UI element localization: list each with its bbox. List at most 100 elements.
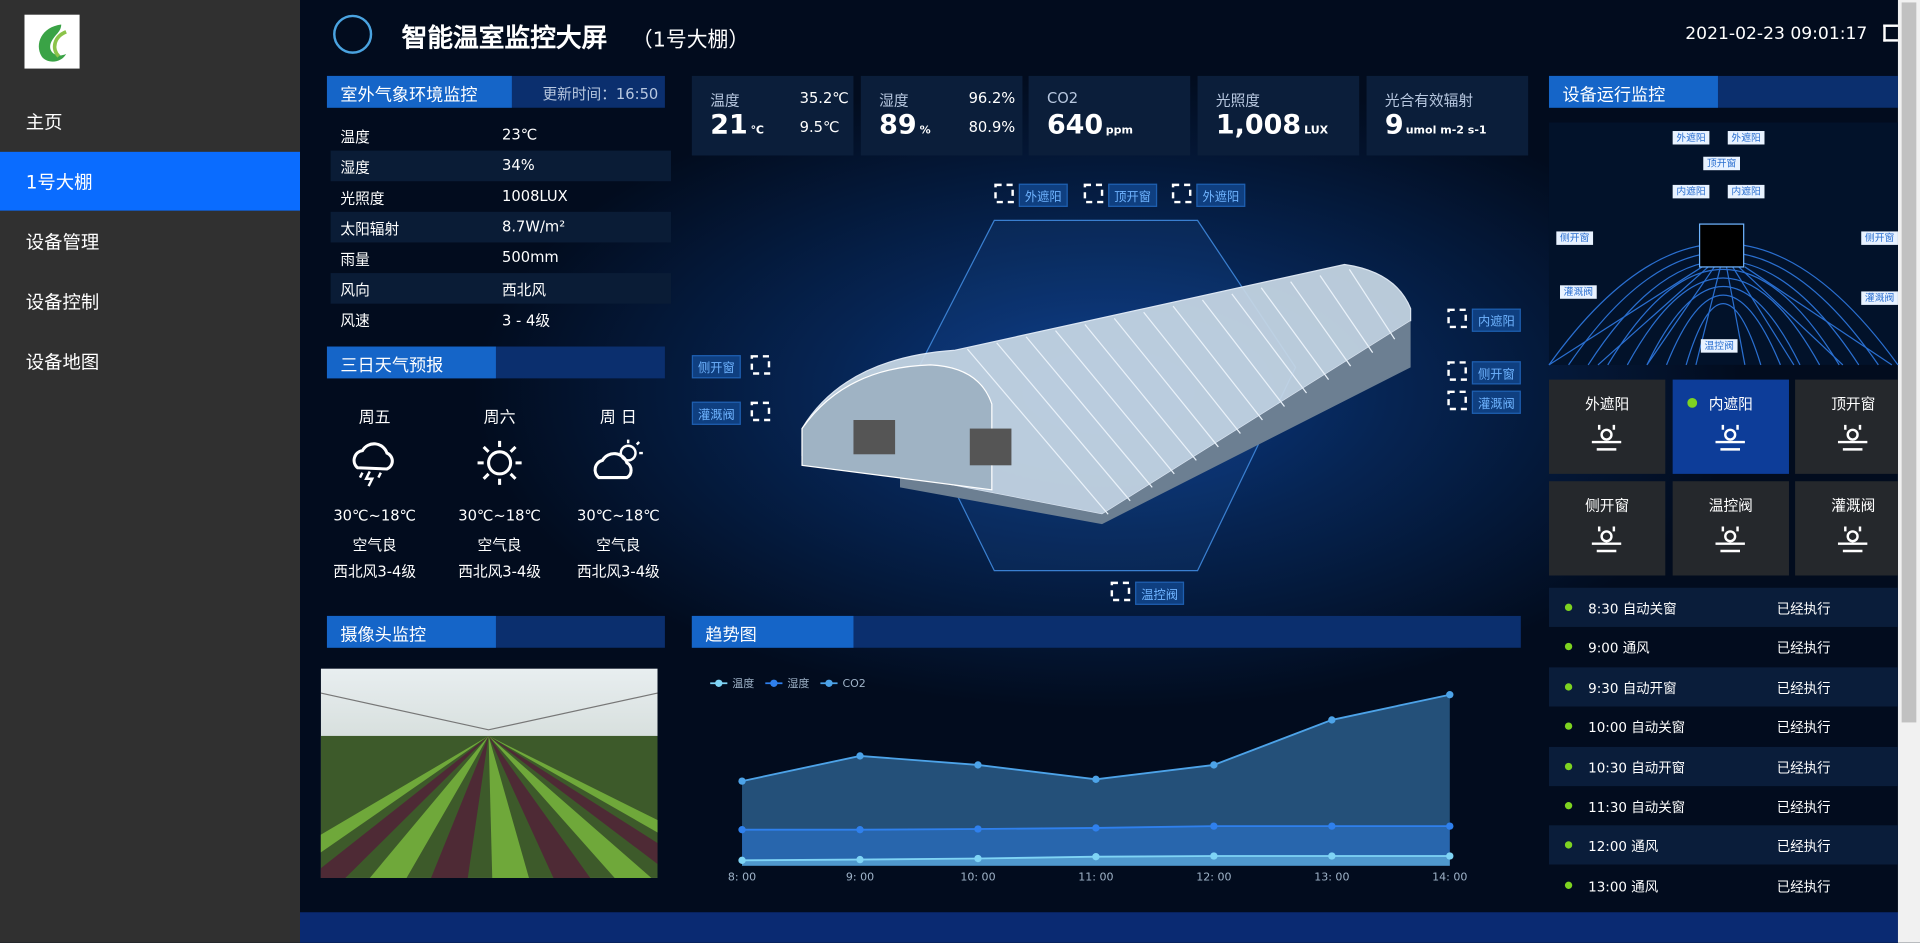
schedule-status: 已经执行 [1776, 640, 1831, 657]
forecast-day: 周 日 [599, 408, 637, 428]
panel-tab [691, 615, 854, 648]
update-time: 更新时间：16:50 [542, 85, 659, 103]
scrollbar[interactable] [1897, 0, 1920, 943]
wire-line [1732, 266, 1795, 366]
forecast-day: 周五 [358, 408, 391, 428]
status-dot [1564, 722, 1573, 731]
device-icon [1711, 420, 1750, 459]
datetime: 2021-02-23 09:01:17 [1685, 24, 1868, 45]
greenhouse-side [900, 320, 1411, 525]
menu-active-bg[interactable] [0, 151, 301, 211]
menu-item[interactable]: 设备地图 [25, 351, 100, 374]
panel-title: 设备运行监控 [1562, 85, 1666, 106]
schedule-item: 13:00 通风 [1588, 878, 1659, 895]
device-button-label: 灌溉阀 [1831, 497, 1876, 515]
data-point [1092, 824, 1100, 832]
target-icon [750, 355, 771, 375]
stat-unit: ℃ [750, 124, 764, 138]
map-tag: 灌溉阀 [1560, 285, 1597, 299]
target-icon [1083, 183, 1104, 204]
device-icon [1833, 420, 1872, 459]
data-point [1210, 852, 1218, 860]
device-tag: 顶开窗 [1108, 183, 1158, 207]
row-value: 34% [502, 156, 535, 174]
weather-icon [591, 436, 645, 490]
header-icon [333, 14, 373, 54]
menu-item[interactable]: 1号大棚 [25, 171, 93, 194]
stat-card [1197, 75, 1360, 156]
status-dot [1687, 397, 1698, 408]
data-point [856, 855, 864, 864]
target-icon [994, 183, 1014, 204]
camera-feed [320, 668, 658, 878]
data-point [1092, 775, 1100, 783]
data-point [1092, 853, 1100, 861]
legend-dot [715, 679, 723, 687]
data-point [1446, 691, 1454, 699]
device-tag: 灌溉阀 [1471, 390, 1521, 414]
device-button[interactable] [1672, 481, 1789, 576]
map-tag: 侧开窗 [1556, 231, 1594, 245]
device-button-label: 温控阀 [1708, 497, 1753, 515]
x-tick-label: 14: 00 [1432, 870, 1467, 883]
legend-label: 温度 [732, 676, 754, 690]
device-button[interactable] [1548, 481, 1666, 576]
device-tag: 外遮阳 [1018, 183, 1068, 207]
device-tag: 灌溉阀 [691, 401, 741, 425]
wire-door [1698, 223, 1745, 268]
device-icon [1587, 522, 1626, 561]
menu-item[interactable]: 设备管理 [25, 231, 100, 254]
weather-icon [473, 436, 527, 490]
row-bg [330, 273, 672, 304]
row-label: 太阳辐射 [340, 220, 400, 238]
x-tick-label: 8: 00 [728, 870, 756, 883]
device-button[interactable] [1548, 379, 1666, 474]
device-button[interactable] [1672, 379, 1789, 474]
series-area [742, 855, 1450, 866]
schedule-status: 已经执行 [1776, 839, 1831, 856]
x-tick-label: 9: 00 [846, 870, 874, 883]
schedule-row-bg [1548, 746, 1898, 786]
map-tag: 侧开窗 [1861, 231, 1898, 245]
forecast-wind: 西北风3-4级 [333, 563, 417, 581]
device-icon [1587, 420, 1626, 459]
device-glyph [1837, 424, 1868, 451]
row-label: 风向 [340, 281, 370, 299]
scroll-thumb[interactable] [1901, 2, 1917, 723]
greenhouse-rib [1113, 317, 1219, 448]
schedule-item: 9:00 通风 [1588, 640, 1650, 657]
greenhouse-rib [1319, 275, 1374, 353]
fullscreen-button[interactable] [1883, 24, 1898, 42]
stat-value: 1,008 [1215, 110, 1302, 141]
header-title: 智能温室监控大屏 [401, 23, 608, 53]
device-glyph [1715, 424, 1745, 451]
greenhouse-rib [1143, 311, 1241, 434]
schedule-status: 已经执行 [1776, 601, 1831, 618]
menu-item[interactable]: 主页 [25, 111, 63, 134]
target-icon [1447, 361, 1467, 381]
greenhouse-rib [1055, 330, 1175, 475]
row-value: 1008LUX [502, 187, 568, 205]
schedule-row-bg [1548, 667, 1898, 707]
device-tag: 侧开窗 [1471, 361, 1521, 385]
device-icon [1833, 522, 1872, 561]
panel-title: 室外气象环境监控 [340, 85, 478, 106]
status-dot [1564, 802, 1573, 810]
device-tag: 外遮阳 [1196, 183, 1246, 207]
wire-line [1695, 266, 1722, 366]
greenhouse-rib [1172, 305, 1263, 421]
forecast-temp: 30℃~18℃ [333, 506, 417, 525]
device-tag: 温控阀 [1135, 581, 1185, 605]
wire-line [1646, 266, 1715, 366]
forecast-temp: 30℃~18℃ [458, 506, 541, 525]
menu-item[interactable]: 设备控制 [25, 291, 100, 314]
stat-unit: umol m-2 s-1 [1405, 124, 1487, 138]
row-value: 500mm [502, 248, 559, 266]
header-subtitle: （1号大棚） [631, 28, 750, 53]
legend-label: 湿度 [787, 676, 809, 690]
greenhouse-rib [1290, 281, 1352, 367]
wire-arch [1665, 294, 1781, 366]
data-point [1328, 852, 1336, 860]
schedule-row-bg [1548, 825, 1898, 865]
